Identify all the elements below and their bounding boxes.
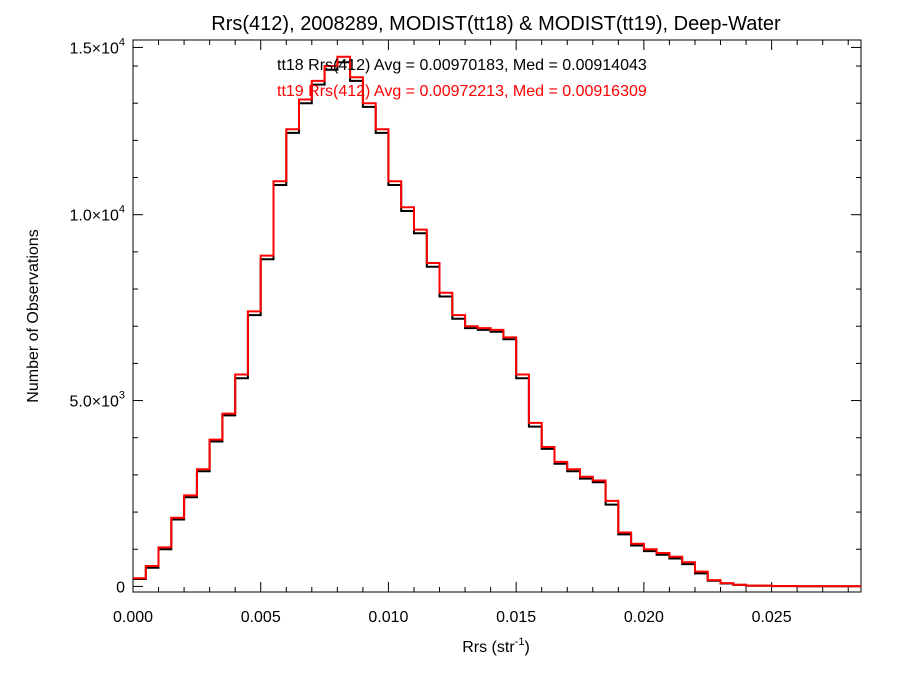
x-tick-label-2: 0.010: [368, 609, 408, 626]
annotation-layer: tt18 Rrs(412) Avg = 0.00970183, Med = 0.…: [277, 57, 647, 100]
series-layer: [133, 55, 861, 588]
plot-frame: [132, 39, 862, 593]
chart-title: Rrs(412), 2008289, MODIST(tt18) & MODIST…: [211, 13, 781, 35]
x-tick-label-3: 0.015: [496, 609, 536, 626]
series-line-tt18: [133, 61, 861, 588]
y-tick-label-0: 0: [116, 579, 125, 596]
axis-tick-labels: 0.000 0.005 0.010 0.015 0.020 0.025 0 5.0×103 1.…: [69, 36, 791, 626]
series-line-tt19: [133, 55, 861, 588]
stats-annotation-1: tt19 Rrs(412) Avg = 0.00972213, Med = 0.…: [277, 83, 647, 100]
x-tick-label-1: 0.005: [241, 609, 281, 626]
x-axis-label: Rrs (str-1): [462, 636, 530, 656]
y-tick-label-2: 1.0×104: [69, 204, 125, 225]
y-axis-label: Number of Observations: [25, 229, 42, 402]
x-tick-label-0: 0.000: [113, 609, 153, 626]
x-tick-label-5: 0.025: [752, 609, 792, 626]
stats-annotation-0: tt18 Rrs(412) Avg = 0.00970183, Med = 0.…: [277, 57, 647, 74]
y-tick-label-1: 5.0×103: [69, 390, 125, 411]
y-tick-label-3: 1.5×104: [69, 36, 125, 57]
x-tick-label-4: 0.020: [624, 609, 664, 626]
axis-ticks: [132, 40, 861, 592]
